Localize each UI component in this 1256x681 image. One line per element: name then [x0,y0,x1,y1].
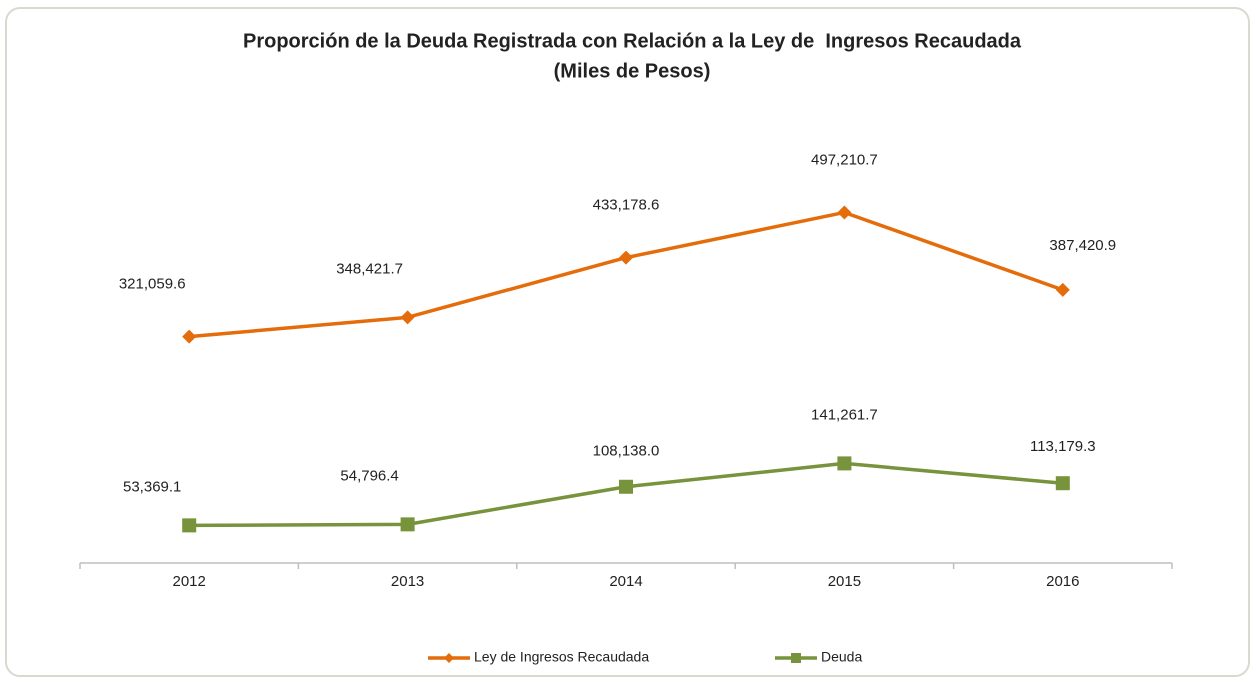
data-label: 113,179.3 [1030,438,1096,455]
data-label: 54,796.4 [340,467,398,484]
data-point [1055,282,1070,297]
data-point [400,310,415,325]
data-point [837,456,852,471]
legend-label: Ley de Ingresos Recaudada [474,649,649,665]
x-tick-label: 2015 [828,573,861,590]
x-tick-label: 2014 [609,573,642,590]
data-point [619,250,633,265]
data-point [182,329,197,344]
data-point [182,518,197,533]
chart-frame [5,7,1250,677]
data-point [400,517,415,532]
x-tick-label: 2013 [391,573,424,590]
data-point [1055,476,1070,491]
data-label: 387,420.9 [1049,237,1116,254]
data-point [837,205,852,220]
data-label: 53,369.1 [123,478,181,495]
legend-label: Deuda [821,649,862,665]
data-label: 433,178.6 [593,197,660,214]
data-label: 108,138.0 [593,443,660,460]
data-label: 141,261.7 [811,406,878,423]
chart-subtitle: (Miles de Pesos) [554,60,711,82]
data-point [619,479,633,494]
data-label: 348,421.7 [336,260,403,277]
data-label: 497,210.7 [811,151,878,168]
x-tick-label: 2012 [173,573,206,590]
chart-title: Proporción de la Deuda Registrada con Re… [243,30,1022,52]
x-tick-label: 2016 [1046,573,1079,590]
data-label: 321,059.6 [119,276,186,293]
legend-marker [444,653,454,663]
legend-marker [791,653,801,663]
